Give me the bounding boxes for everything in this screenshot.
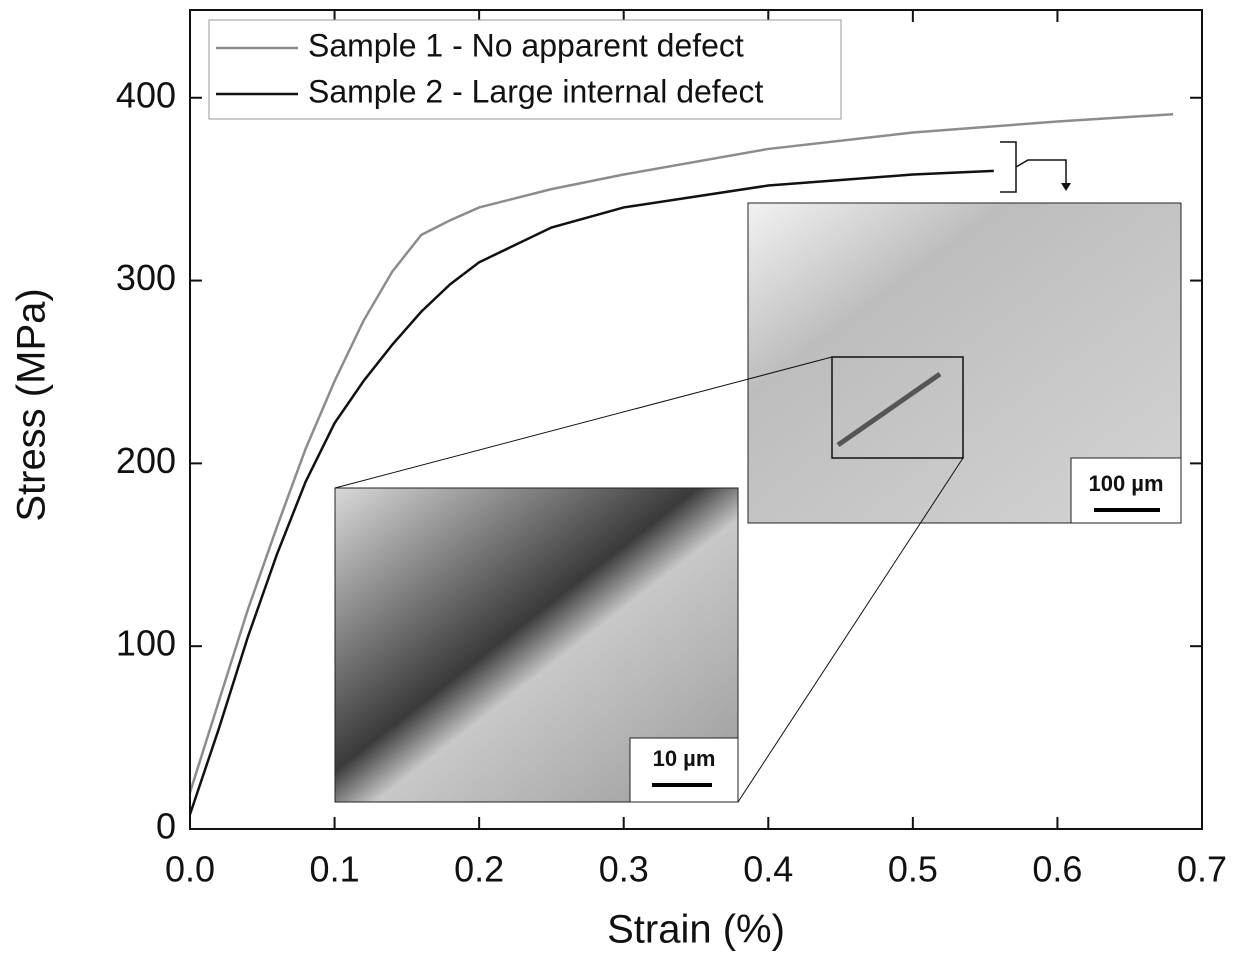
x-tick-label: 0.2: [454, 849, 504, 890]
y-tick-label: 100: [116, 623, 176, 664]
x-tick-label: 0.0: [165, 849, 215, 890]
y-tick-label: 300: [116, 257, 176, 298]
inset-lower: 10 µm: [334, 356, 964, 803]
plot-frame: [189, 9, 1203, 830]
x-tick-label: 0.1: [310, 849, 360, 890]
x-axis-title: Strain (%): [607, 908, 785, 952]
scale-label: 100 µm: [1088, 471, 1163, 496]
inset-upper: 100 µm: [747, 202, 1182, 524]
legend-label: Sample 1 - No apparent defect: [308, 27, 744, 63]
y-axis-title: Stress (MPa): [10, 288, 54, 521]
x-tick-label: 0.4: [743, 849, 793, 890]
x-tick-label: 0.6: [1032, 849, 1082, 890]
bracket: [1000, 141, 1067, 193]
y-tick-label: 200: [116, 440, 176, 481]
scale-label: 10 µm: [653, 746, 716, 771]
x-tick-label: 0.7: [1177, 849, 1227, 890]
y-tick-label: 0: [156, 806, 176, 847]
data-line: [188, 169, 994, 815]
legend-label: Sample 2 - Large internal defect: [308, 73, 763, 109]
data-line: [188, 112, 1174, 793]
y-tick-label: 400: [116, 74, 176, 115]
x-tick-label: 0.5: [888, 849, 938, 890]
x-tick-label: 0.3: [599, 849, 649, 890]
arrowhead: [1061, 183, 1071, 191]
legend-box: [208, 19, 842, 120]
